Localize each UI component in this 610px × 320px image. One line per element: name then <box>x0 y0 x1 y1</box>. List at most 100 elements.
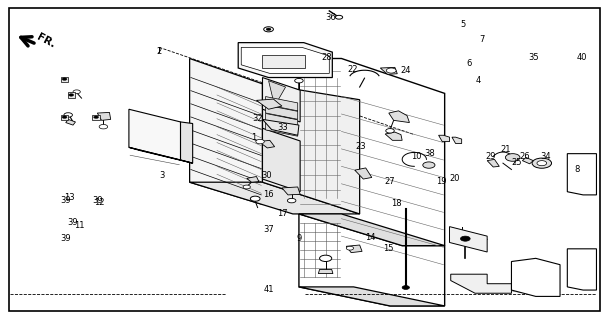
Polygon shape <box>241 47 329 73</box>
Polygon shape <box>61 76 68 82</box>
Circle shape <box>287 198 296 203</box>
Text: 34: 34 <box>540 152 551 161</box>
Polygon shape <box>190 59 262 204</box>
Circle shape <box>69 94 74 96</box>
Polygon shape <box>93 115 100 120</box>
Polygon shape <box>68 92 75 98</box>
Polygon shape <box>262 119 299 135</box>
Polygon shape <box>522 157 533 164</box>
Text: 10: 10 <box>412 152 422 161</box>
Polygon shape <box>299 287 445 306</box>
Text: 35: 35 <box>528 53 539 62</box>
Polygon shape <box>265 97 298 111</box>
Text: 18: 18 <box>391 199 401 208</box>
Circle shape <box>266 28 271 31</box>
Text: 7: 7 <box>479 35 485 44</box>
Text: 1: 1 <box>251 133 257 142</box>
Text: 21: 21 <box>500 145 511 154</box>
Text: 6: 6 <box>466 59 472 68</box>
Text: 3: 3 <box>160 171 165 180</box>
Text: 32: 32 <box>253 114 263 123</box>
Polygon shape <box>259 140 274 148</box>
Polygon shape <box>246 177 259 182</box>
Polygon shape <box>265 114 298 128</box>
Text: 11: 11 <box>74 220 84 229</box>
Text: 16: 16 <box>264 190 274 199</box>
Circle shape <box>461 236 470 241</box>
Text: 14: 14 <box>365 233 376 242</box>
Polygon shape <box>318 269 333 274</box>
Polygon shape <box>299 214 445 306</box>
Polygon shape <box>282 187 300 195</box>
Polygon shape <box>452 137 462 143</box>
Circle shape <box>264 27 273 32</box>
Circle shape <box>94 116 99 118</box>
Text: 39: 39 <box>68 218 78 227</box>
Text: 5: 5 <box>461 20 465 29</box>
Circle shape <box>423 162 435 168</box>
Polygon shape <box>181 122 193 163</box>
Circle shape <box>402 286 409 289</box>
Text: 9: 9 <box>296 234 301 243</box>
Polygon shape <box>190 182 360 214</box>
Text: 17: 17 <box>276 209 287 218</box>
Polygon shape <box>299 214 445 246</box>
Polygon shape <box>66 119 76 125</box>
Text: 28: 28 <box>321 53 332 62</box>
Polygon shape <box>129 109 181 160</box>
Circle shape <box>99 124 107 129</box>
Polygon shape <box>265 122 298 136</box>
Polygon shape <box>567 249 597 290</box>
Circle shape <box>250 196 260 201</box>
Text: 15: 15 <box>384 244 394 253</box>
Polygon shape <box>385 132 402 140</box>
Circle shape <box>64 113 73 117</box>
Text: 36: 36 <box>325 13 336 22</box>
Circle shape <box>62 116 67 118</box>
Text: FR.: FR. <box>35 32 57 50</box>
Text: 26: 26 <box>520 152 530 161</box>
Polygon shape <box>98 112 110 120</box>
Text: 37: 37 <box>263 225 274 234</box>
Polygon shape <box>346 245 362 252</box>
Polygon shape <box>567 154 597 195</box>
Text: 19: 19 <box>436 177 447 186</box>
Text: 4: 4 <box>476 76 481 84</box>
Circle shape <box>295 78 303 83</box>
Text: 24: 24 <box>401 66 411 75</box>
Circle shape <box>243 185 250 189</box>
Circle shape <box>73 90 81 94</box>
Text: 39: 39 <box>60 196 71 205</box>
Text: 23: 23 <box>356 142 366 151</box>
Polygon shape <box>511 258 560 296</box>
Circle shape <box>386 129 394 133</box>
Polygon shape <box>265 105 298 119</box>
Text: 13: 13 <box>64 193 74 202</box>
Polygon shape <box>451 274 511 293</box>
Polygon shape <box>262 84 360 214</box>
Polygon shape <box>239 43 332 77</box>
Circle shape <box>386 68 396 73</box>
Text: 25: 25 <box>511 158 522 167</box>
Circle shape <box>346 246 354 250</box>
Bar <box>262 55 305 68</box>
Text: 20: 20 <box>449 174 459 183</box>
Polygon shape <box>450 227 487 252</box>
Circle shape <box>505 154 520 161</box>
Text: 30: 30 <box>261 171 271 180</box>
Text: 2: 2 <box>157 47 162 56</box>
Polygon shape <box>389 111 409 123</box>
Polygon shape <box>355 168 371 179</box>
Polygon shape <box>380 68 397 74</box>
Text: 22: 22 <box>347 65 357 74</box>
Polygon shape <box>61 115 68 120</box>
Circle shape <box>537 161 547 166</box>
Polygon shape <box>129 147 193 163</box>
Polygon shape <box>262 77 300 122</box>
Circle shape <box>256 140 264 144</box>
Text: 40: 40 <box>576 53 587 62</box>
Text: 27: 27 <box>385 177 395 186</box>
Polygon shape <box>439 135 450 142</box>
Circle shape <box>336 15 343 19</box>
Text: 39: 39 <box>60 234 71 243</box>
